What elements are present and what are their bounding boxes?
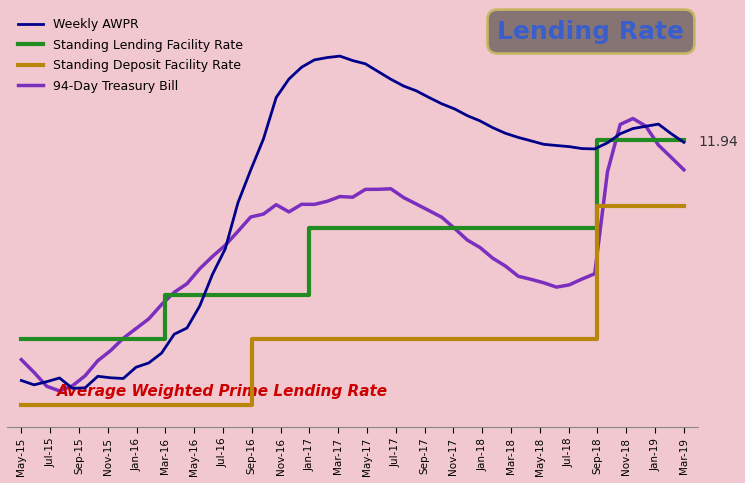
Text: Average Weighted Prime Lending Rate: Average Weighted Prime Lending Rate — [57, 384, 389, 399]
Legend: Weekly AWPR, Standing Lending Facility Rate, Standing Deposit Facility Rate, 94-: Weekly AWPR, Standing Lending Facility R… — [13, 13, 248, 98]
Text: Lending Rate: Lending Rate — [498, 19, 685, 43]
Text: 11.94: 11.94 — [698, 135, 738, 149]
